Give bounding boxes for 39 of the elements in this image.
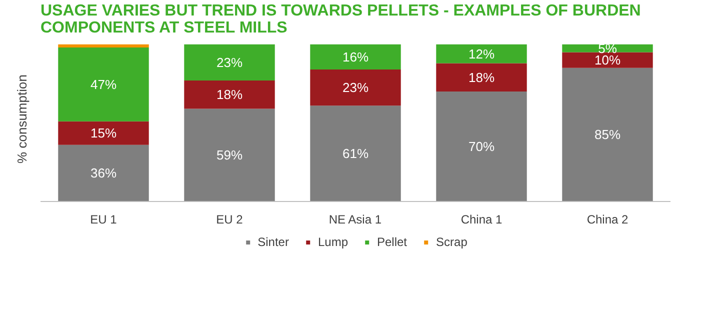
bar: [562, 68, 653, 202]
x-tick-label: EU 2: [216, 212, 244, 226]
data-label: 23%: [342, 80, 369, 96]
bar: [436, 92, 527, 202]
data-label: 61%: [342, 146, 369, 162]
x-tick-label: China 1: [460, 212, 503, 226]
bar: [184, 44, 275, 80]
x-tick-label: China 2: [586, 212, 629, 226]
data-label: 47%: [90, 76, 117, 92]
data-label: 59%: [216, 148, 243, 163]
data-label: 23%: [216, 54, 243, 70]
bar: [310, 44, 401, 70]
legend-label: Scrap: [436, 235, 468, 249]
bar: [58, 48, 149, 122]
bar: [436, 44, 527, 64]
bar: [58, 121, 149, 145]
legend-label: Pellet: [377, 235, 408, 249]
data-label: 12%: [468, 46, 495, 62]
bar: [184, 80, 275, 109]
chart-title: USAGE VARIES BUT TREND IS TOWARDS PELLETS - EXAMPLES OF BURDEN COMPONENTS AT STEEL MILLS: [40, 2, 641, 36]
data-label: 18%: [216, 87, 243, 102]
data-label: 15%: [90, 126, 117, 141]
bar: [562, 52, 653, 68]
bar: [310, 106, 401, 202]
data-label: 70%: [468, 139, 495, 154]
legend-label: Sinter: [258, 235, 289, 249]
data-label: 85%: [594, 127, 621, 142]
data-label: 16%: [342, 49, 369, 64]
x-tick-label: EU 1: [90, 212, 118, 226]
bar: [184, 108, 275, 202]
legend-label: Lump: [318, 235, 348, 249]
y-axis-title: % consumption: [14, 74, 30, 164]
x-tick-label: NE Asia 1: [328, 212, 382, 226]
bar: [310, 70, 401, 106]
data-label: 18%: [468, 70, 495, 85]
bar: [436, 63, 527, 92]
bar: [58, 44, 149, 48]
bar: [58, 144, 149, 202]
data-label: 36%: [90, 166, 117, 181]
